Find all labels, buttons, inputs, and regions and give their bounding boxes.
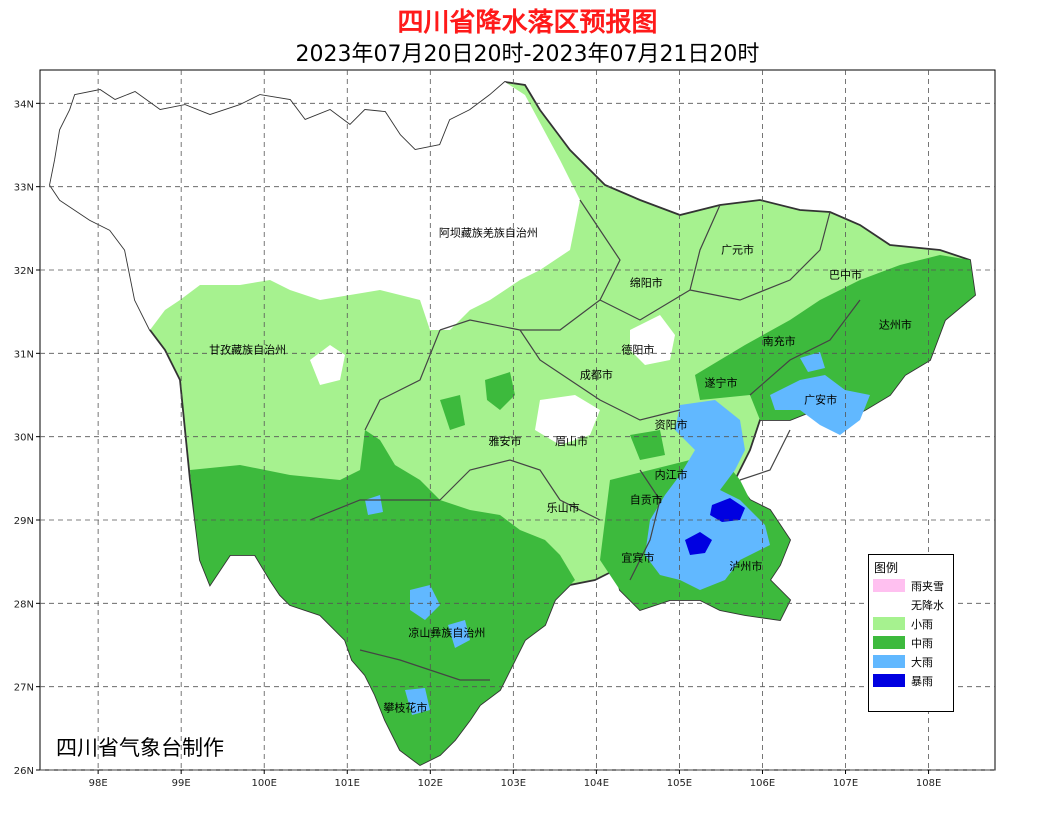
city-label: 乐山市 xyxy=(547,501,580,515)
city-label: 广元市 xyxy=(721,242,754,256)
legend-swatch xyxy=(873,579,905,592)
city-label: 绵阳市 xyxy=(630,276,663,290)
x-tick-label: 100E xyxy=(252,778,277,789)
heavy-rain-area xyxy=(405,688,430,715)
legend-label: 无降水 xyxy=(911,598,944,612)
heavy-rain-area xyxy=(645,400,770,590)
city-label: 成都市 xyxy=(580,367,613,381)
no-rain-area xyxy=(310,345,345,385)
heavy-rain-area xyxy=(410,585,440,620)
heavy-rain-area xyxy=(770,375,870,435)
legend-item-heavy-rain: 大雨 xyxy=(873,652,953,671)
city-label: 内江市 xyxy=(655,467,688,481)
legend: 图例 雨夹雪 无降水 小雨 中雨 大雨 暴雨 xyxy=(868,554,954,712)
legend-swatch xyxy=(873,636,905,649)
x-tick-label: 104E xyxy=(584,778,609,789)
legend-label: 雨夹雪 xyxy=(911,579,944,593)
legend-item-light-rain: 小雨 xyxy=(873,614,953,633)
city-label: 凉山彝族自治州 xyxy=(408,626,485,640)
legend-item-moderate-rain: 中雨 xyxy=(873,633,953,652)
city-label: 达州市 xyxy=(879,317,912,331)
y-tick-label: 27N xyxy=(14,683,34,694)
city-label: 广安市 xyxy=(804,392,837,406)
x-tick-label: 98E xyxy=(89,778,108,789)
x-tick-label: 99E xyxy=(172,778,191,789)
y-tick-label: 30N xyxy=(14,433,34,444)
y-tick-label: 29N xyxy=(14,516,34,527)
city-label: 雅安市 xyxy=(489,434,522,448)
city-label: 南充市 xyxy=(763,334,796,348)
legend-label: 小雨 xyxy=(911,617,933,631)
y-tick-label: 33N xyxy=(14,183,34,194)
y-tick-label: 28N xyxy=(14,599,34,610)
legend-item-sleet: 雨夹雪 xyxy=(873,576,953,595)
moderate-rain-area xyxy=(190,430,575,765)
city-label: 阿坝藏族羌族自治州 xyxy=(439,226,538,240)
heavy-rain-area xyxy=(800,352,825,372)
city-label: 甘孜藏族自治州 xyxy=(209,342,286,356)
y-tick-label: 31N xyxy=(14,349,34,360)
city-label: 德阳市 xyxy=(621,342,654,356)
moderate-rain-area xyxy=(485,372,515,410)
city-label: 遂宁市 xyxy=(704,376,737,390)
credit-text: 四川省气象台制作 xyxy=(56,736,224,760)
rainstorm-area xyxy=(685,532,712,555)
legend-label: 大雨 xyxy=(911,655,933,669)
moderate-rain-area xyxy=(630,430,665,460)
legend-label: 暴雨 xyxy=(911,674,933,688)
city-label: 自贡市 xyxy=(630,492,663,506)
graticule xyxy=(40,70,995,771)
moderate-rain-area xyxy=(695,255,975,420)
legend-item-rainstorm: 暴雨 xyxy=(873,671,953,690)
city-label: 巴中市 xyxy=(829,267,862,281)
heavy-rain-area xyxy=(448,620,470,648)
rainstorm-area xyxy=(710,498,745,522)
x-tick-label: 102E xyxy=(418,778,443,789)
axis-ticks: 98E 99E 100E 101E 102E 103E 104E 105E 106E 107E 10… xyxy=(14,99,941,789)
x-tick-label: 105E xyxy=(667,778,692,789)
no-rain-area xyxy=(630,315,675,365)
city-label: 资阳市 xyxy=(655,417,688,431)
legend-swatch xyxy=(873,655,905,668)
map-subtitle: 2023年07月20日20时-2023年07月21日20时 xyxy=(295,42,760,67)
x-tick-label: 101E xyxy=(335,778,360,789)
x-tick-label: 103E xyxy=(501,778,526,789)
legend-swatch xyxy=(873,674,905,687)
city-label: 眉山市 xyxy=(555,434,588,448)
city-label: 攀枝花市 xyxy=(383,701,427,715)
x-tick-label: 106E xyxy=(750,778,775,789)
city-label: 宜宾市 xyxy=(621,551,654,565)
legend-item-no-rain: 无降水 xyxy=(873,595,953,614)
legend-label: 中雨 xyxy=(911,636,933,650)
moderate-rain-area xyxy=(440,395,465,430)
map-title: 四川省降水落区预报图 xyxy=(397,8,658,38)
legend-title: 图例 xyxy=(874,561,899,575)
x-tick-label: 108E xyxy=(916,778,941,789)
legend-swatch xyxy=(873,598,905,611)
y-tick-label: 34N xyxy=(14,99,34,110)
city-label: 泸州市 xyxy=(729,559,762,573)
no-rain-area xyxy=(535,395,600,445)
no-rain-area xyxy=(50,82,580,330)
y-tick-label: 26N xyxy=(14,766,34,777)
legend-swatch xyxy=(873,617,905,630)
x-tick-label: 107E xyxy=(833,778,858,789)
y-tick-label: 32N xyxy=(14,266,34,277)
